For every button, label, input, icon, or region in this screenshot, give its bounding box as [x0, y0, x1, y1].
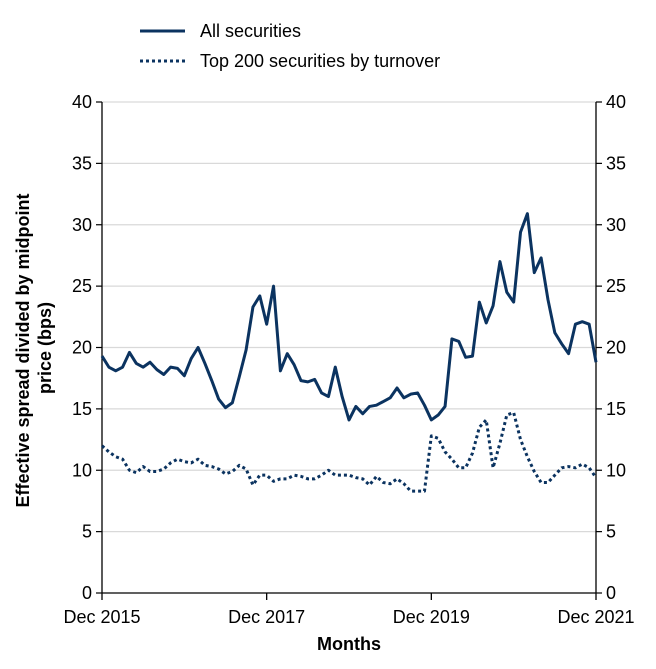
x-tick-label: Dec 2021 — [557, 607, 634, 627]
x-axis-title: Months — [317, 634, 381, 654]
left-y-tick-label: 5 — [82, 522, 92, 542]
series-lines — [100, 212, 598, 493]
y-axis-title: Effective spread divided by midpoint pri… — [13, 188, 55, 507]
right-y-tick-label: 20 — [606, 338, 626, 358]
left-y-tick-label: 25 — [72, 276, 92, 296]
series-line-all-securities — [100, 212, 598, 422]
right-y-tick-label: 25 — [606, 276, 626, 296]
right-y-tick-label: 15 — [606, 399, 626, 419]
legend-label-all-securities: All securities — [200, 21, 301, 41]
right-y-tick-label: 40 — [606, 92, 626, 112]
x-tick-label: Dec 2019 — [393, 607, 470, 627]
left-y-tick-labels: 0 5 10 15 20 25 30 35 40 — [72, 92, 102, 603]
right-y-tick-labels: 0 5 10 15 20 25 30 35 40 — [596, 92, 626, 603]
legend-label-top-200: Top 200 securities by turnover — [200, 51, 440, 71]
x-tick-labels: Dec 2015 Dec 2017 Dec 2019 Dec 2021 — [63, 593, 635, 627]
right-y-tick-label: 10 — [606, 460, 626, 480]
x-tick-label: Dec 2015 — [63, 607, 140, 627]
right-y-tick-label: 5 — [606, 522, 616, 542]
left-y-tick-label: 40 — [72, 92, 92, 112]
left-y-tick-label: 10 — [72, 460, 92, 480]
series-line-top-200-securities — [100, 411, 598, 493]
legend: All securities Top 200 securities by tur… — [140, 21, 440, 71]
left-y-tick-label: 35 — [72, 153, 92, 173]
right-y-tick-label: 35 — [606, 153, 626, 173]
left-y-tick-label: 20 — [72, 338, 92, 358]
y-axis-title-line-2: price (bps) — [35, 302, 55, 394]
right-y-tick-label: 30 — [606, 215, 626, 235]
left-y-tick-label: 0 — [82, 583, 92, 603]
left-y-tick-label: 15 — [72, 399, 92, 419]
x-tick-label: Dec 2017 — [228, 607, 305, 627]
right-y-tick-label: 0 — [606, 583, 616, 603]
horizontal-gridlines — [102, 101, 596, 533]
left-y-tick-label: 30 — [72, 215, 92, 235]
y-axis-title-line-1: Effective spread divided by midpoint — [13, 193, 33, 507]
